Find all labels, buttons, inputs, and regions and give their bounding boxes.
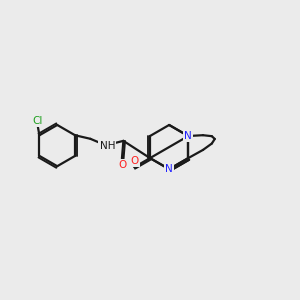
Text: N: N xyxy=(184,131,192,141)
Text: O: O xyxy=(130,156,138,166)
Text: NH: NH xyxy=(100,142,115,152)
Text: N: N xyxy=(165,164,173,174)
Text: O: O xyxy=(118,160,126,170)
Text: Cl: Cl xyxy=(33,116,43,126)
